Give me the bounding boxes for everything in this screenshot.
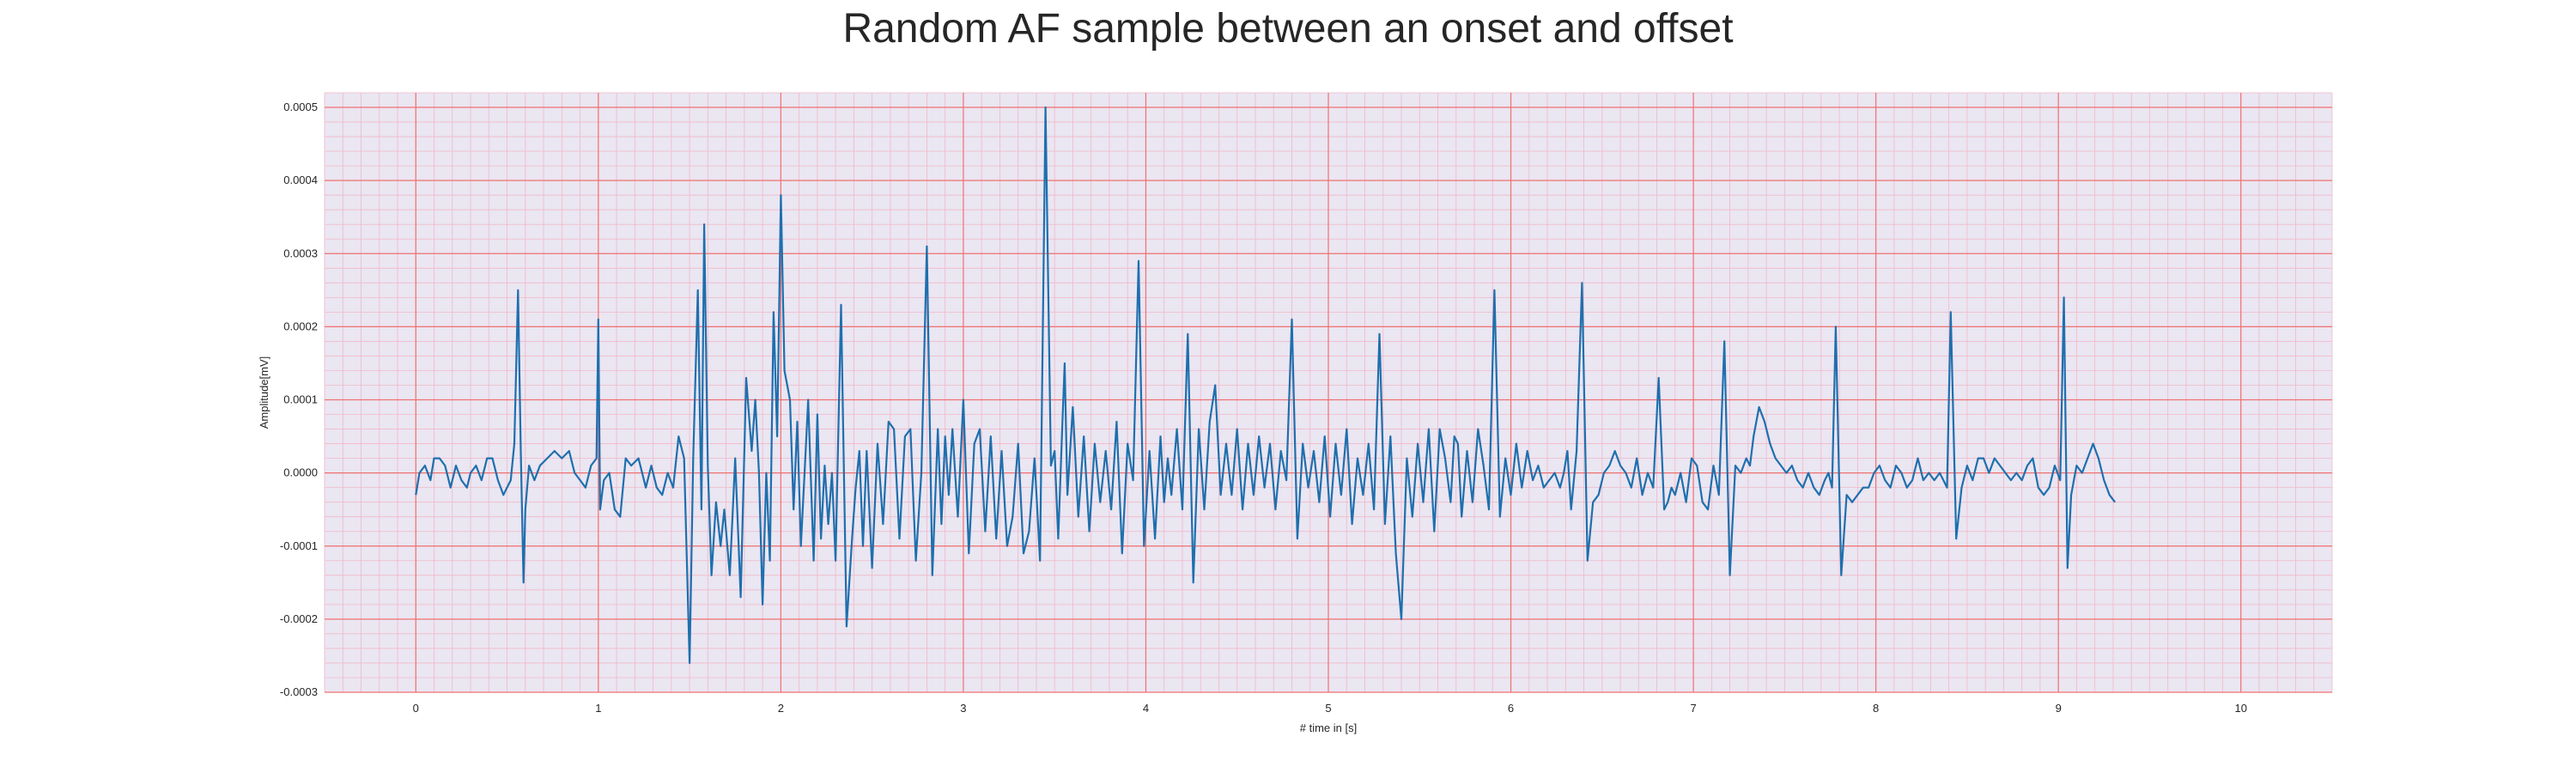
x-tick-label: 0 [413,702,419,715]
chart-title: Random AF sample between an onset and of… [842,6,1734,52]
y-tick-label: 0.0002 [283,320,318,332]
y-tick-label: 0.0004 [283,173,318,186]
y-tick-label: 0.0000 [283,466,318,479]
x-tick-label: 3 [960,702,966,715]
x-tick-label: 10 [2234,702,2246,715]
y-axis-label: Amplitude[mV] [258,356,270,429]
y-tick-label: -0.0002 [280,612,318,625]
y-tick-label: 0.0003 [283,247,318,259]
x-tick-label: 7 [1690,702,1696,715]
y-tick-label: -0.0001 [280,539,318,552]
x-tick-label: 1 [595,702,601,715]
x-tick-label: 9 [2056,702,2062,715]
x-tick-label: 2 [778,702,784,715]
x-tick-label: 8 [1873,702,1879,715]
y-tick-label: 0.0005 [283,100,318,113]
x-tick-label: 4 [1143,702,1149,715]
series-line-af-signal [415,106,2116,665]
x-tick-label: 6 [1508,702,1514,715]
y-axis: -0.0003 -0.0002 -0.0001 0.0000 0.0001 0.0002 0… [280,100,318,698]
y-tick-label: 0.0001 [283,393,318,406]
x-axis-label: # time in [s] [1300,721,1357,734]
x-tick-label: 5 [1325,702,1331,715]
major-grid [325,93,2332,693]
y-tick-label: -0.0003 [280,685,318,698]
x-axis: 0 1 2 3 4 5 6 7 8 9 10 [413,702,2247,715]
